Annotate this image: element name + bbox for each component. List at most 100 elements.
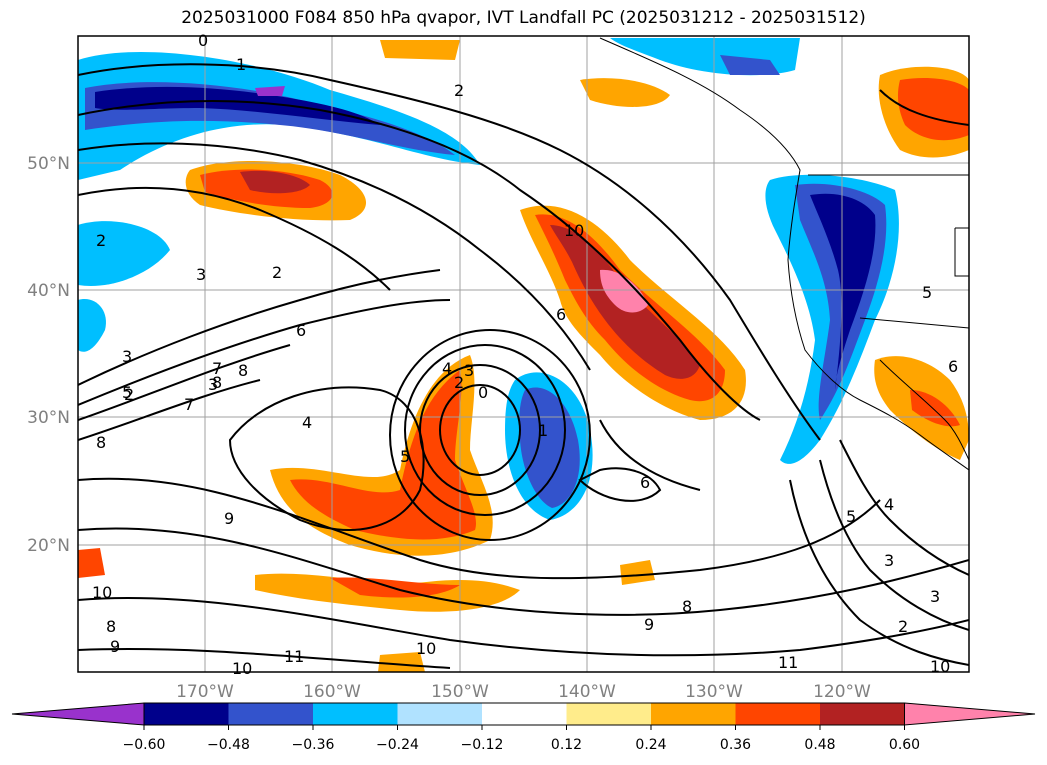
gridlines xyxy=(78,36,969,672)
colorbar-extend-right xyxy=(904,702,1036,726)
map-frame xyxy=(77,35,970,673)
contour-label: 6 xyxy=(948,357,958,376)
contour-label: 2 xyxy=(454,373,464,392)
contour-label: 5 xyxy=(922,283,932,302)
contour-label: 4 xyxy=(302,413,312,432)
contour-label: 2 xyxy=(96,231,106,250)
colorbar-segment xyxy=(566,703,651,725)
colorbar-tick-label: 0.36 xyxy=(720,737,751,753)
colorbar: −0.60 −0.48 −0.36 −0.24 −0.12 0.12 0.24 … xyxy=(11,702,1036,753)
positive-bottom-patch xyxy=(378,652,425,672)
coastline xyxy=(599,37,969,471)
negative-coast-band-deep xyxy=(810,193,876,390)
colorbar-tick-label: 0.24 xyxy=(635,737,666,753)
colorbar-segment xyxy=(228,703,313,725)
positive-southwest-patch xyxy=(78,548,105,578)
positive-south-arc-inner xyxy=(290,370,476,540)
colorbar-segment xyxy=(820,703,905,725)
contour-label: 8 xyxy=(238,361,248,380)
colorbar-tick-label: −0.12 xyxy=(461,737,504,753)
colorbar-segment xyxy=(651,703,736,725)
colorbar-tick-label: −0.36 xyxy=(292,737,335,753)
contour-label: 10 xyxy=(92,583,112,602)
contour-label: 4 xyxy=(884,495,894,514)
colorbar-ticks xyxy=(143,725,905,730)
positive-band-diagonal-peak xyxy=(600,269,648,313)
contour-label: 5 xyxy=(846,507,856,526)
contour-label: 3 xyxy=(464,361,474,380)
height-contours xyxy=(78,63,969,669)
contour-label: 4 xyxy=(442,359,452,378)
contour-label: 10 xyxy=(564,221,584,240)
contour-label: 1 xyxy=(538,421,548,440)
lat-label: 40°N xyxy=(27,281,70,301)
contour-label: 3 xyxy=(930,587,940,606)
negative-west-patch-2 xyxy=(78,299,106,352)
lat-labels: 20°N 30°N 40°N 50°N xyxy=(27,154,70,556)
lon-label: 160°W xyxy=(303,682,361,702)
plot-title: 2025031000 F084 850 hPa qvapor, IVT Land… xyxy=(181,8,866,28)
contour-label: 10 xyxy=(416,639,436,658)
colorbar-tick-label: −0.24 xyxy=(376,737,419,753)
negative-band-north-deep xyxy=(95,86,380,125)
contour-label: 11 xyxy=(778,653,798,672)
contour-label: 8 xyxy=(96,433,106,452)
contour-label: 8 xyxy=(212,373,222,392)
colorbar-segment xyxy=(397,703,482,725)
negative-spot-purple xyxy=(255,86,285,96)
contour-label: 3 xyxy=(884,551,894,570)
contour-label: 2 xyxy=(124,385,134,404)
contour-label: 6 xyxy=(556,305,566,324)
lat-label: 50°N xyxy=(27,154,70,174)
contour-label: 1 xyxy=(236,55,246,74)
lon-label: 150°W xyxy=(431,682,489,702)
positive-northeast-core xyxy=(897,78,969,141)
colorbar-tick-label: 0.48 xyxy=(804,737,835,753)
contour-label: 3 xyxy=(196,265,206,284)
lat-label: 20°N xyxy=(27,536,70,556)
colorbar-segment xyxy=(313,703,398,725)
contour-label: 2 xyxy=(272,263,282,282)
positive-east-patch xyxy=(620,560,655,585)
contour-label: 5 xyxy=(400,447,410,466)
colorbar-segment xyxy=(482,703,567,725)
lon-label: 120°W xyxy=(813,682,871,702)
contour-label: 8 xyxy=(682,597,692,616)
colorbar-tick-label: −0.48 xyxy=(207,737,250,753)
colorbar-tick-label: −0.60 xyxy=(123,737,166,753)
positive-top-strip-2 xyxy=(580,78,670,107)
contour-label: 5 xyxy=(122,383,132,402)
colorbar-tick-label: 0.60 xyxy=(889,737,920,753)
contour-label: 3 xyxy=(208,375,218,394)
colorbar-segment xyxy=(144,703,229,725)
qvapor-shading xyxy=(78,38,969,672)
lat-label: 30°N xyxy=(27,408,70,428)
positive-top-strip xyxy=(380,40,460,60)
colorbar-extend-left xyxy=(11,702,145,726)
lon-label: 130°W xyxy=(685,682,743,702)
colorbar-segment xyxy=(735,703,820,725)
contour-label: 7 xyxy=(184,395,194,414)
contour-label: 6 xyxy=(296,321,306,340)
contour-label: 9 xyxy=(644,615,654,634)
contour-label: 0 xyxy=(198,31,208,50)
lon-label: 140°W xyxy=(558,682,616,702)
contour-label: 9 xyxy=(110,637,120,656)
positive-north-patch-core xyxy=(240,170,310,194)
contour-label: 6 xyxy=(640,473,650,492)
contour-label: 2 xyxy=(898,617,908,636)
contour-label: 3 xyxy=(122,347,132,366)
contour-label: 10 xyxy=(232,659,252,678)
colorbar-outline xyxy=(143,702,905,726)
lon-label: 170°W xyxy=(176,682,234,702)
contour-label: 7 xyxy=(212,359,222,378)
negative-top-right-core xyxy=(720,55,780,75)
colorbar-tick-label: 0.12 xyxy=(551,737,582,753)
contour-label: 0 xyxy=(478,383,488,402)
contour-label: 11 xyxy=(284,647,304,666)
negative-west-patch xyxy=(78,221,170,286)
contour-label: 2 xyxy=(454,81,464,100)
contour-label: 10 xyxy=(930,657,950,676)
contour-label: 9 xyxy=(224,509,234,528)
